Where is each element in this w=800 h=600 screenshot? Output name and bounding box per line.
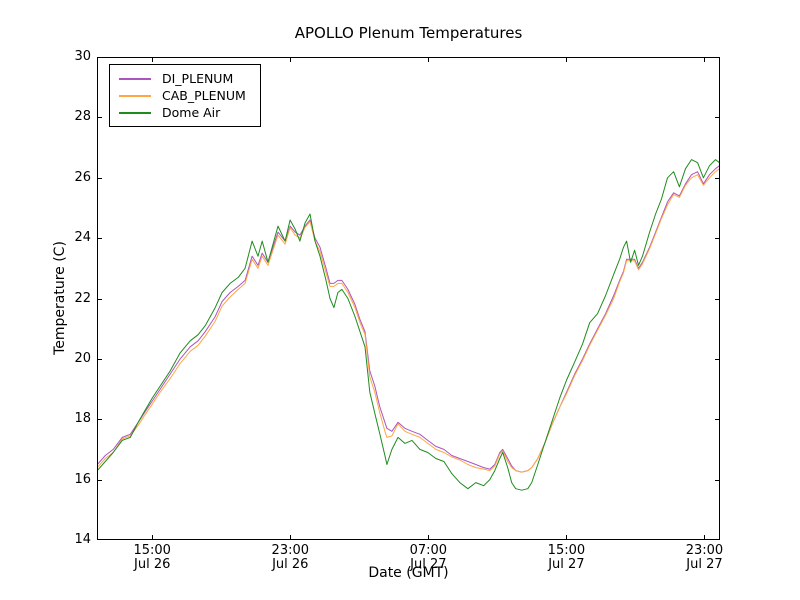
x-axis-label: Date (GMT)	[368, 565, 449, 581]
series-line-di-plenum	[97, 165, 720, 473]
x-tick-label: 23:00 Jul 26	[248, 544, 332, 572]
legend-label-di-plenum: DI_PLENUM	[162, 71, 234, 86]
plot-frame	[97, 57, 720, 540]
legend: DI_PLENUM CAB_PLENUM Dome Air	[109, 64, 261, 127]
legend-item-dome-air: Dome Air	[119, 104, 246, 121]
series-line-cab-plenum	[97, 168, 720, 473]
x-tick-label: 15:00 Jul 27	[524, 544, 608, 572]
y-tick-label: 20	[74, 350, 91, 366]
x-tick-date: Jul 27	[410, 557, 447, 572]
dome-air-line-swatch	[119, 111, 151, 114]
plot-area	[97, 57, 720, 540]
x-tick-time: 15:00	[547, 543, 586, 558]
x-tick-time: 23:00	[271, 543, 310, 558]
y-tick-label: 30	[74, 49, 91, 64]
legend-item-cab-plenum: CAB_PLENUM	[119, 87, 246, 104]
x-tick-date: Jul 26	[272, 557, 309, 572]
y-tick-label: 26	[74, 169, 91, 185]
x-tick-date: Jul 26	[134, 557, 171, 572]
chart-title: APOLLO Plenum Temperatures	[294, 24, 523, 42]
x-tick-label: 23:00 Jul 27	[662, 544, 746, 572]
x-tick-time: 23:00	[685, 543, 724, 558]
legend-item-di-plenum: DI_PLENUM	[119, 70, 246, 87]
cab-plenum-line-swatch	[119, 94, 151, 97]
x-tick-date: Jul 27	[686, 557, 723, 572]
y-tick-label: 24	[74, 230, 91, 246]
y-tick-label: 22	[74, 290, 91, 306]
series-line-dome-air	[97, 159, 720, 491]
x-tick-label: 07:00 Jul 27	[386, 544, 470, 572]
x-tick-time: 15:00	[133, 543, 171, 558]
plot-canvas	[97, 57, 720, 540]
x-tick-label: 15:00 Jul 26	[110, 544, 194, 572]
legend-label-dome-air: Dome Air	[162, 105, 221, 120]
y-tick-label: 18	[74, 411, 91, 427]
y-tick-label: 28	[74, 109, 91, 125]
x-tick-date: Jul 27	[548, 557, 585, 572]
y-tick-label: 16	[74, 471, 91, 487]
di-plenum-line-swatch	[119, 77, 151, 80]
y-tick-label: 14	[74, 532, 91, 547]
x-tick-time: 07:00	[409, 543, 448, 558]
legend-label-cab-plenum: CAB_PLENUM	[162, 88, 246, 103]
